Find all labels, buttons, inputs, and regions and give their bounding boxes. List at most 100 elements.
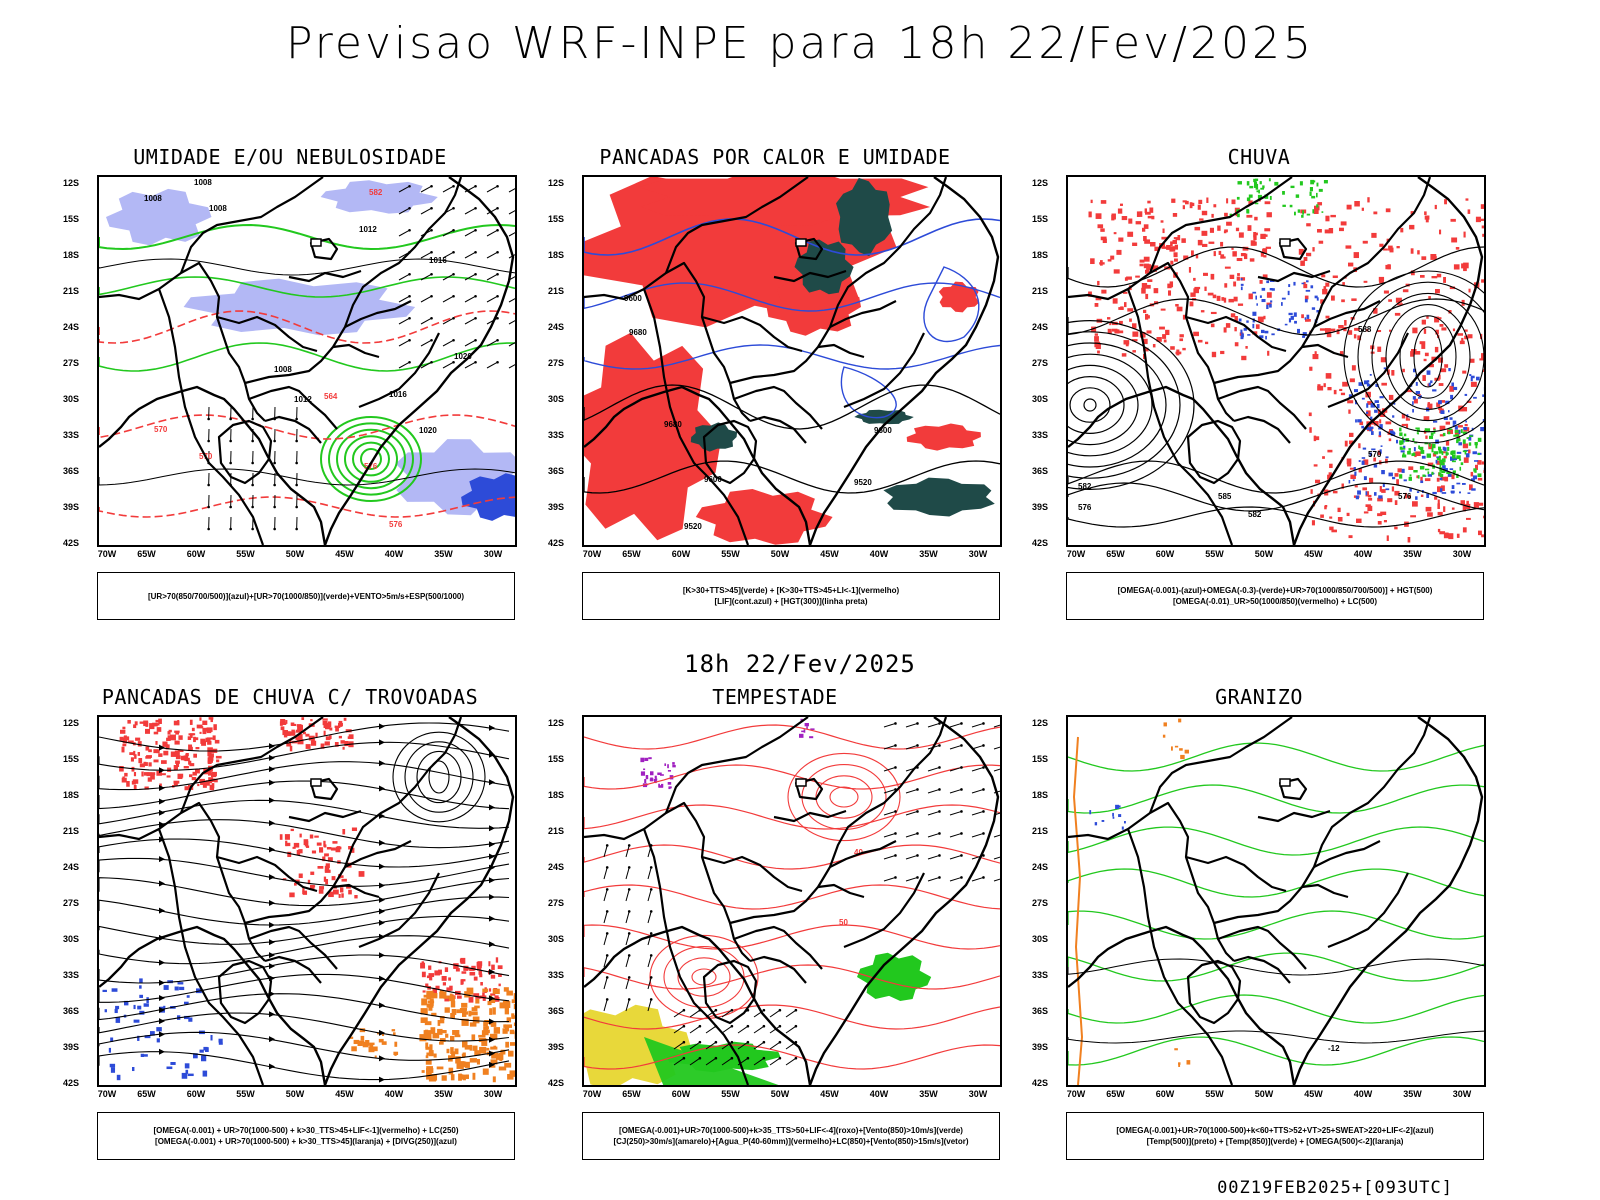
latitude-tick-label: 12S: [1031, 178, 1048, 188]
latitude-tick-label: 24S: [547, 322, 564, 332]
latitude-tick-label: 27S: [547, 898, 564, 908]
svg-text:9600: 9600: [874, 426, 892, 435]
longitude-tick-label: 50W: [285, 1089, 305, 1099]
latitude-tick-label: 27S: [547, 358, 564, 368]
longitude-tick-label: 45W: [335, 549, 354, 559]
forecast-map: [97, 715, 517, 1087]
latitude-tick-label: 42S: [1031, 1078, 1048, 1088]
longitude-tick-label: 50W: [770, 1089, 790, 1099]
latitude-tick-label: 39S: [62, 1042, 79, 1052]
longitude-tick-label: 30W: [968, 1089, 988, 1099]
legend-line: [CJ(250)>30m/s](amarelo)+[Agua_P(40-60mm…: [613, 1137, 969, 1146]
longitude-tick-label: 55W: [721, 549, 740, 559]
svg-text:570: 570: [1368, 450, 1382, 459]
latitude-tick-label: 30S: [62, 394, 79, 404]
svg-text:9600: 9600: [704, 475, 722, 484]
longitude-tick-label: 65W: [1106, 549, 1125, 559]
longitude-tick-label: 60W: [1155, 549, 1175, 559]
svg-text:9600: 9600: [624, 294, 642, 303]
longitude-tick-label: 65W: [1106, 1089, 1125, 1099]
latitude-tick-label: 27S: [62, 358, 79, 368]
svg-text:588: 588: [1358, 325, 1372, 334]
longitude-tick-label: 55W: [1205, 549, 1224, 559]
longitude-tick-label: 70W: [1066, 549, 1086, 559]
longitude-tick-label: 30W: [483, 1089, 503, 1099]
legend-line: [OMEGA(-0.001) + UR>70(1000-500) + k>30_…: [155, 1137, 457, 1146]
latitude-tick-label: 30S: [547, 934, 564, 944]
latitude-tick-label: 39S: [547, 502, 564, 512]
legend-line: [LIF](cont.azul) + [HGT(300)](linha pret…: [714, 597, 868, 606]
latitude-tick-label: 18S: [1031, 790, 1048, 800]
longitude-tick-label: 70W: [97, 549, 117, 559]
latitude-tick-label: 24S: [62, 862, 79, 872]
svg-text:1016: 1016: [429, 256, 447, 265]
panel-granizo: GRANIZO -12 12S 15S 18S 21S 24S 27S 30S 33S 36S 39S…: [1032, 685, 1486, 1160]
latitude-tick-label: 21S: [1031, 826, 1048, 836]
panel-legend: [K>30+TTS>45](verde) + [K>30+TTS>45+LI<-…: [582, 572, 1000, 620]
latitude-tick-label: 21S: [62, 286, 79, 296]
longitude-tick-label: 60W: [186, 1089, 206, 1099]
longitude-tick-label: 45W: [820, 549, 839, 559]
latitude-tick-label: 33S: [547, 970, 564, 980]
latitude-tick-label: 18S: [1031, 250, 1048, 260]
latitude-tick-label: 27S: [1031, 358, 1048, 368]
panel-title: GRANIZO: [1215, 685, 1303, 709]
latitude-tick-label: 24S: [62, 322, 79, 332]
latitude-tick-label: 12S: [1031, 718, 1048, 728]
panel-legend: [OMEGA(-0.001)+UR>70(1000-500)+k>35_TTS>…: [582, 1112, 1000, 1160]
longitude-tick-label: 65W: [622, 1089, 641, 1099]
longitude-tick-label: 30W: [1452, 549, 1472, 559]
latitude-tick-label: 12S: [547, 178, 564, 188]
latitude-tick-label: 33S: [1031, 970, 1048, 980]
latitude-tick-label: 15S: [547, 754, 564, 764]
longitude-tick-label: 40W: [384, 549, 404, 559]
longitude-tick-label: 60W: [1155, 1089, 1175, 1099]
svg-text:1008: 1008: [274, 365, 292, 374]
latitude-tick-label: 30S: [547, 394, 564, 404]
longitude-tick-label: 60W: [671, 1089, 691, 1099]
panel-title: PANCADAS DE CHUVA C/ TROVOADAS: [101, 685, 479, 709]
svg-text:570: 570: [154, 425, 168, 434]
longitude-tick-label: 70W: [582, 549, 602, 559]
latitude-tick-label: 36S: [62, 466, 79, 476]
latitude-tick-label: 33S: [1031, 430, 1048, 440]
longitude-tick-label: 50W: [285, 549, 305, 559]
svg-text:1008: 1008: [209, 204, 227, 213]
latitude-tick-label: 18S: [547, 250, 564, 260]
panel-umidade: UMIDADE E/OU NEBULOSIDADE 1008 1008 1008 101…: [63, 145, 517, 620]
panel-title: PANCADAS POR CALOR E UMIDADE: [599, 145, 951, 169]
svg-text:9520: 9520: [854, 478, 872, 487]
latitude-tick-label: 18S: [62, 790, 79, 800]
longitude-tick-label: 35W: [434, 1089, 453, 1099]
latitude-tick-label: 18S: [547, 790, 564, 800]
latitude-tick-label: 15S: [62, 754, 79, 764]
latitude-tick-label: 42S: [62, 538, 79, 548]
longitude-tick-label: 55W: [1205, 1089, 1224, 1099]
svg-text:564: 564: [324, 392, 338, 401]
longitude-tick-label: 45W: [335, 1089, 354, 1099]
latitude-tick-label: 30S: [62, 934, 79, 944]
longitude-tick-label: 65W: [622, 549, 641, 559]
svg-text:1016: 1016: [389, 390, 407, 399]
panel-legend: [OMEGA(-0.001)+UR>70(1000-500)+k<60+TTS>…: [1066, 1112, 1484, 1160]
latitude-tick-label: 15S: [547, 214, 564, 224]
legend-line: [OMEGA(-0.01)_UR>50(1000/850)(vermelho) …: [1172, 597, 1378, 606]
latitude-tick-label: 33S: [547, 430, 564, 440]
svg-text:50: 50: [839, 918, 848, 927]
longitude-tick-label: 40W: [384, 1089, 404, 1099]
longitude-tick-label: 60W: [186, 549, 206, 559]
forecast-map: 40 50: [582, 715, 1002, 1087]
latitude-tick-label: 33S: [62, 970, 79, 980]
svg-text:582: 582: [1078, 482, 1092, 491]
longitude-tick-label: 35W: [919, 1089, 938, 1099]
latitude-tick-label: 36S: [547, 1006, 564, 1016]
latitude-tick-label: 15S: [1031, 754, 1048, 764]
latitude-tick-label: 39S: [62, 502, 79, 512]
latitude-tick-label: 30S: [1031, 394, 1048, 404]
latitude-tick-label: 39S: [547, 1042, 564, 1052]
forecast-map: -12: [1066, 715, 1486, 1087]
legend-line: [OMEGA(-0.001)+UR>70(1000-500)+k>35_TTS>…: [619, 1126, 963, 1135]
svg-text:1020: 1020: [419, 426, 437, 435]
latitude-tick-label: 21S: [62, 826, 79, 836]
longitude-tick-label: 40W: [1353, 1089, 1373, 1099]
